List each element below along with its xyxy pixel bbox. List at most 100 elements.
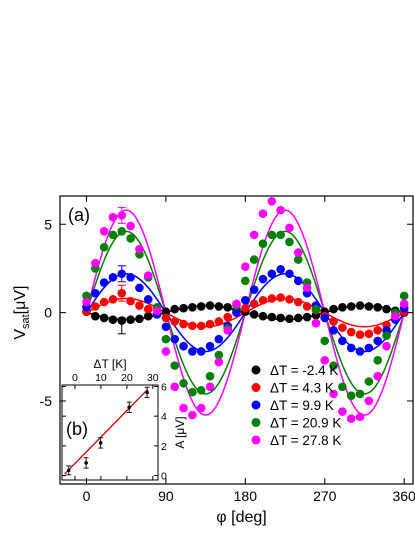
inset-fit-line	[64, 388, 149, 475]
data-point	[382, 331, 391, 340]
data-point	[205, 319, 215, 329]
data-point	[161, 347, 171, 356]
data-point	[276, 265, 285, 274]
data-point	[293, 248, 303, 257]
data-point	[249, 255, 259, 264]
data-point	[355, 389, 365, 399]
data-point	[161, 313, 171, 323]
y-axis-ticks: -5 0 5	[40, 216, 413, 409]
data-point	[161, 307, 171, 317]
data-point	[285, 237, 294, 247]
data-point	[91, 311, 100, 321]
data-point	[143, 295, 153, 304]
data-point	[320, 356, 330, 365]
data-point	[373, 303, 383, 312]
data-point	[249, 285, 259, 294]
data-point	[188, 410, 197, 420]
data-point	[223, 312, 232, 322]
data-point	[276, 313, 285, 323]
data-point	[293, 297, 303, 307]
y-tick-label: 0	[44, 305, 52, 321]
legend-marker	[251, 435, 261, 445]
data-point	[152, 306, 162, 316]
data-point	[179, 319, 188, 329]
data-point	[364, 343, 374, 353]
data-point	[143, 304, 153, 314]
data-point	[329, 389, 338, 399]
data-point	[329, 361, 338, 370]
data-point	[170, 382, 180, 392]
inset-x-tick-label: 30	[147, 372, 159, 384]
legend-marker	[251, 400, 261, 410]
y-axis-label: Vsat[μV]	[12, 286, 32, 340]
data-point	[170, 304, 180, 314]
data-point	[214, 302, 224, 311]
y-axis-label-subscript: sat	[20, 314, 32, 329]
data-point	[338, 382, 347, 392]
data-point	[302, 312, 312, 322]
data-point	[355, 330, 365, 339]
data-point	[179, 403, 188, 413]
data-point	[355, 301, 365, 310]
inset-y-tick-label: 4	[161, 411, 167, 423]
data-point	[232, 308, 241, 317]
inset-x-tick-label: 0	[72, 372, 78, 384]
data-point	[170, 317, 180, 326]
legend-label: ΔT = 9.9 K	[270, 398, 334, 413]
data-point	[249, 230, 259, 240]
data-point	[276, 293, 285, 302]
data-point	[373, 336, 383, 346]
data-point	[346, 343, 356, 353]
data-point	[108, 272, 118, 282]
data-point	[267, 269, 277, 279]
x-axis-label: φ [deg]	[216, 509, 266, 526]
data-point	[135, 283, 144, 293]
data-point	[99, 278, 109, 287]
data-point	[179, 378, 188, 388]
data-point	[249, 299, 259, 309]
inset-x-tick-label: 10	[95, 372, 107, 384]
data-point	[196, 321, 206, 331]
data-point	[258, 209, 268, 218]
x-tick-label: 270	[313, 488, 337, 504]
data-point	[302, 302, 312, 311]
data-point	[126, 221, 135, 231]
svg-text:Vsat[μV]: Vsat[μV]	[12, 286, 32, 340]
data-point	[188, 303, 197, 312]
data-point	[311, 318, 321, 328]
data-point	[293, 276, 303, 286]
data-point	[346, 302, 356, 311]
legend: ΔT = -2.4 K ΔT = 4.3 K ΔT = 9.9 K ΔT = 20.9…	[251, 363, 341, 448]
data-point	[364, 377, 374, 386]
panel-label-b: (b)	[66, 419, 88, 439]
legend-label: ΔT = -2.4 K	[270, 363, 338, 378]
main-plot-frame	[59, 195, 414, 485]
data-point	[126, 234, 135, 243]
data-point	[99, 242, 109, 252]
data-point	[338, 336, 347, 346]
inset-x-axis-label: ΔT [K]	[93, 357, 126, 371]
legend-label: ΔT = 27.8 K	[270, 433, 341, 448]
legend-label: ΔT = 4.3 K	[270, 381, 334, 396]
inset-y-tick-label: 6	[161, 381, 167, 393]
data-point	[108, 295, 118, 304]
inset-y-tick-label: 0	[161, 471, 167, 483]
data-point	[285, 269, 294, 279]
data-point	[276, 230, 285, 240]
data-point	[258, 295, 268, 305]
data-point	[267, 230, 277, 240]
data-point	[249, 310, 259, 319]
data-point	[179, 303, 188, 313]
data-point	[338, 407, 347, 416]
data-point	[399, 291, 409, 301]
data-point	[214, 350, 224, 360]
data-point	[135, 301, 144, 310]
data-point	[364, 396, 374, 406]
data-point	[196, 403, 206, 413]
data-point	[364, 302, 374, 311]
data-point	[293, 313, 303, 323]
data-point	[196, 347, 206, 356]
data-point	[355, 347, 365, 356]
x-tick-label: 90	[158, 488, 174, 504]
